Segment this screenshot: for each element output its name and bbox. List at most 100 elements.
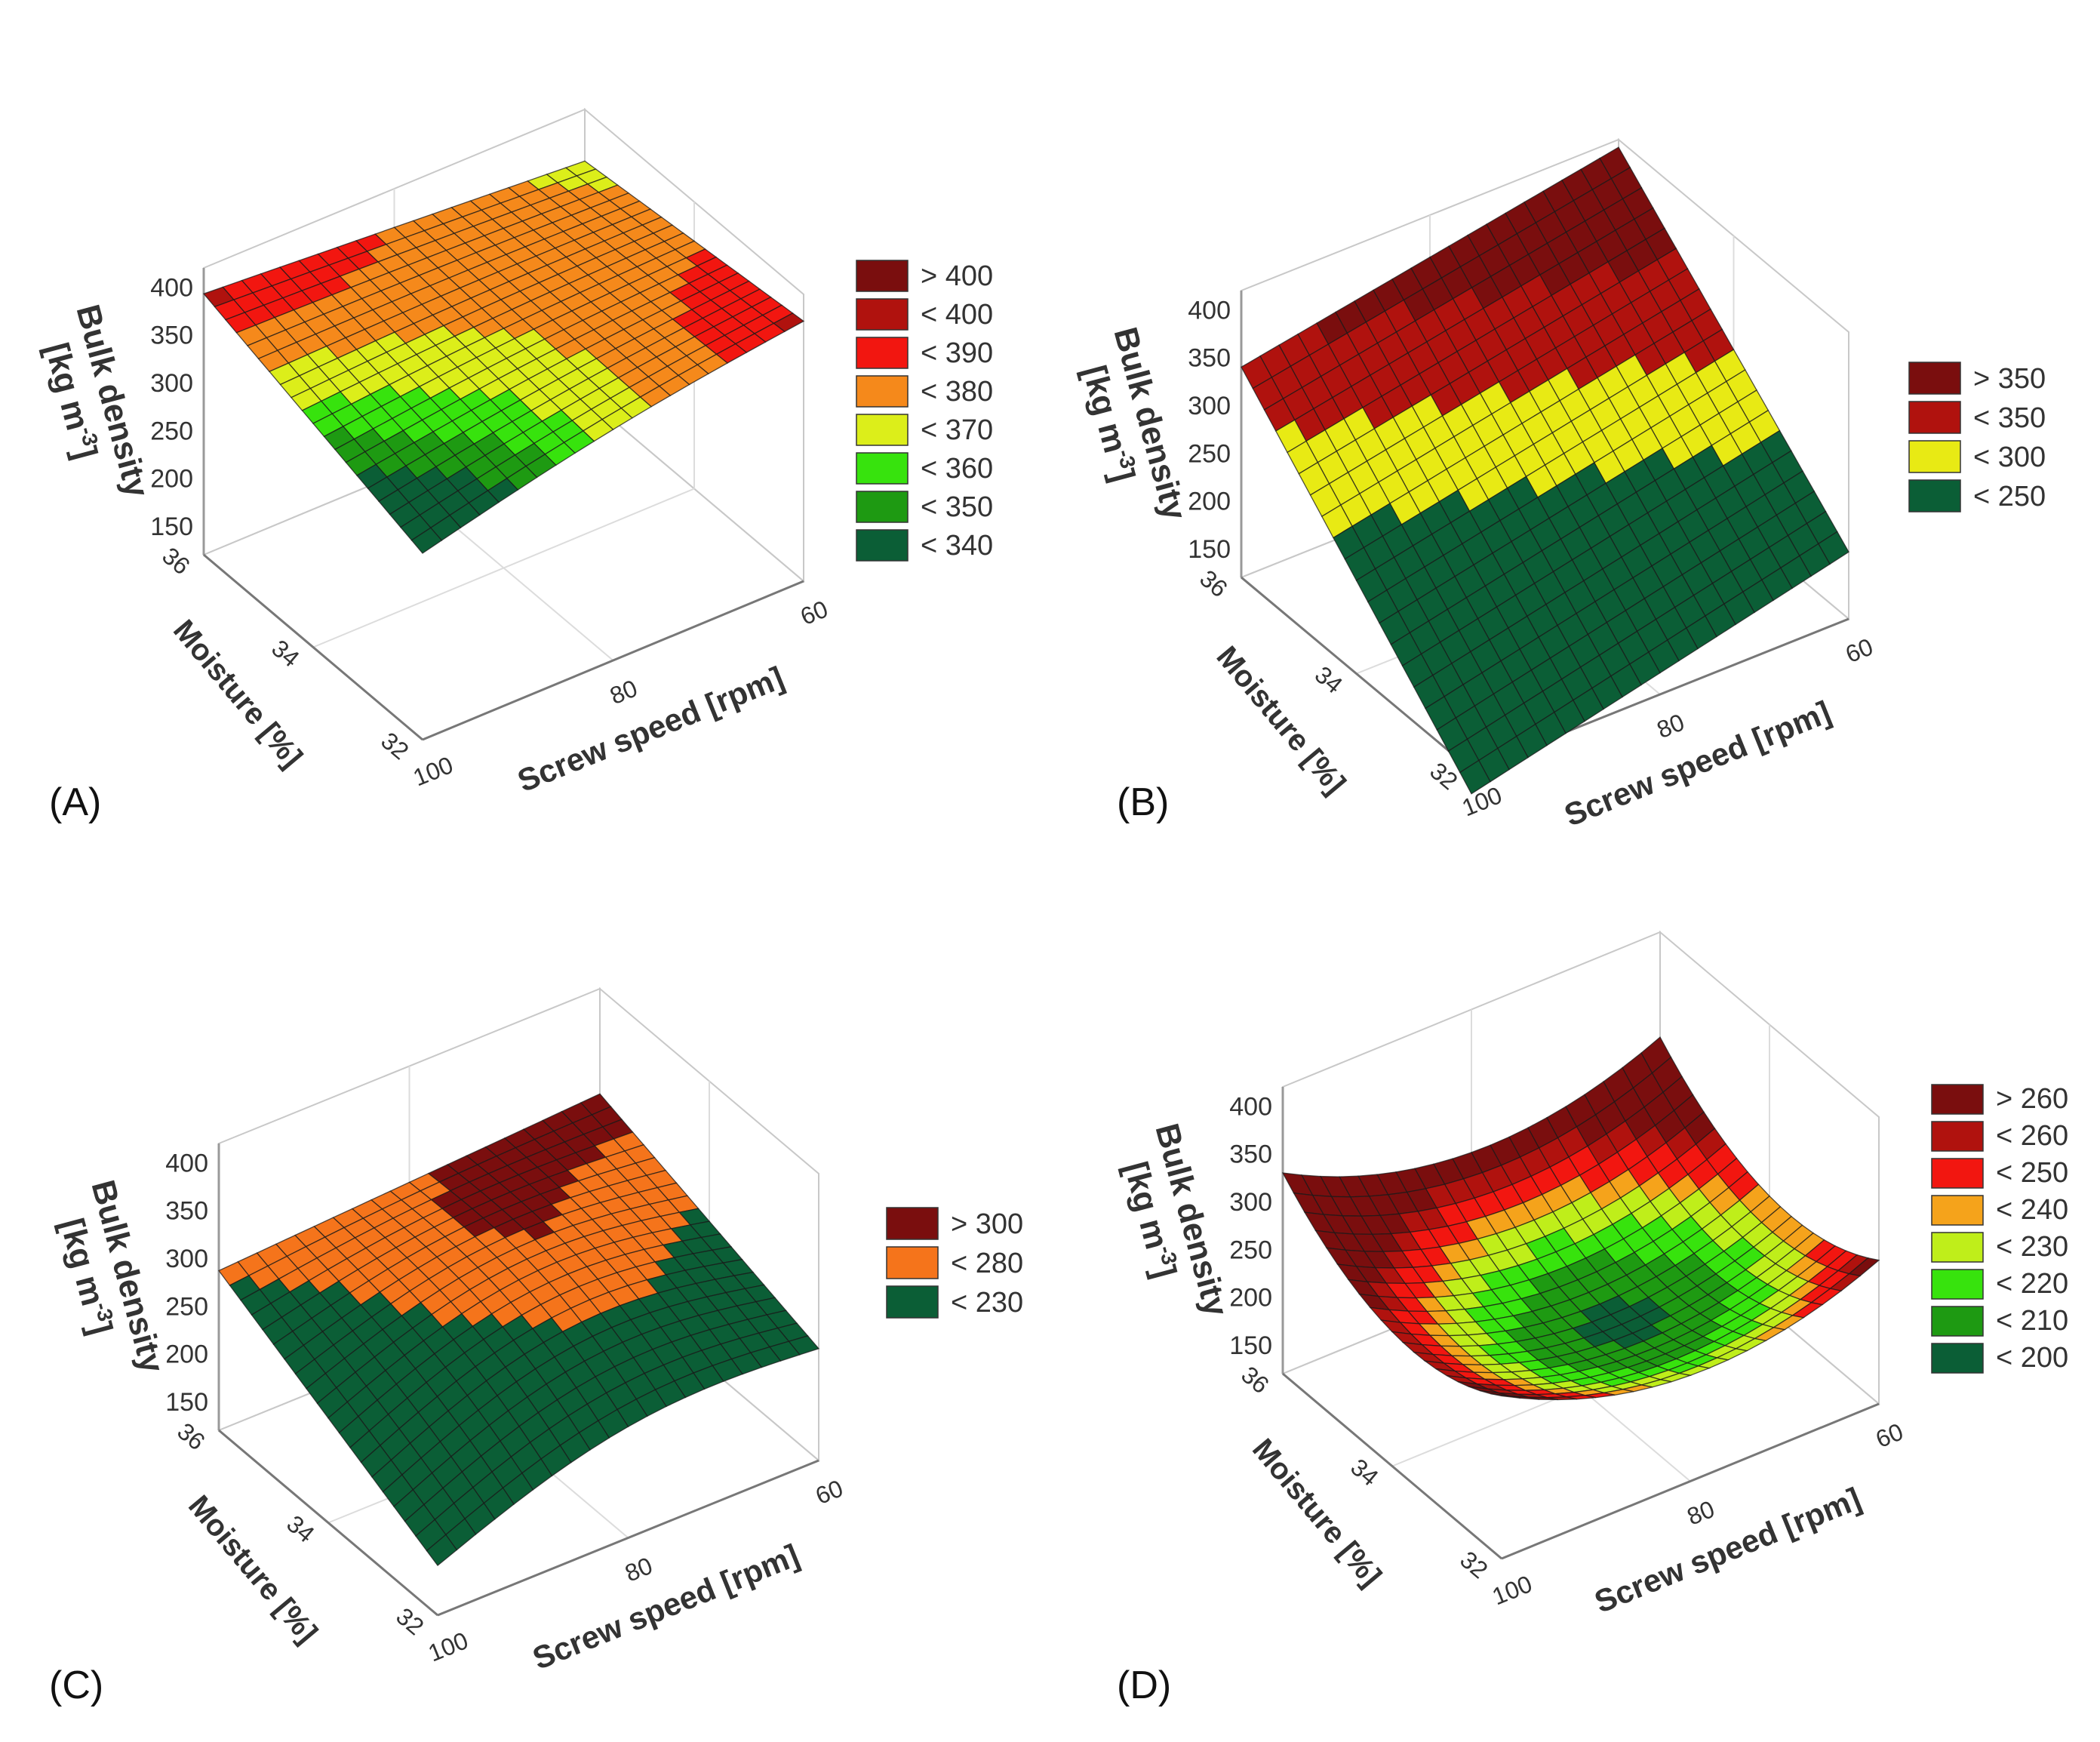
- x-tick-label: 60: [797, 595, 832, 630]
- x-axis-title: Screw speed [rpm]: [1590, 1481, 1866, 1620]
- legend-swatch: [1931, 1158, 1984, 1189]
- x-axis-title: Screw speed [rpm]: [527, 1537, 804, 1676]
- legend-label: > 300: [951, 1208, 1023, 1240]
- legend-label: < 390: [921, 337, 993, 369]
- y-tick-label: 36: [172, 1417, 210, 1455]
- y-axis-line: [1282, 1372, 1502, 1560]
- z-tick-label: 150: [1229, 1331, 1272, 1360]
- legend-label: < 380: [921, 376, 993, 408]
- panel-label: (D): [1117, 1664, 1171, 1707]
- legend-label: < 230: [951, 1287, 1023, 1319]
- y-axis-line: [218, 1429, 438, 1617]
- x-axis-title: Screw speed [rpm]: [1560, 694, 1836, 833]
- panel-label: (C): [49, 1664, 103, 1707]
- legend-label: < 350: [1973, 402, 2046, 434]
- legend-swatch: [856, 298, 909, 331]
- z-tick-label: 400: [1229, 1092, 1272, 1121]
- legend-label: < 200: [1996, 1342, 2068, 1374]
- surface-cell: [410, 527, 443, 554]
- surface-mesh: [202, 160, 805, 554]
- z-tick-label: 250: [150, 417, 193, 445]
- legend-swatch: [1908, 440, 1961, 473]
- y-tick-label: 34: [1345, 1453, 1383, 1491]
- legend-label: > 350: [1973, 363, 2046, 395]
- legend-swatch: [1931, 1195, 1984, 1226]
- legend-label: < 350: [921, 491, 993, 523]
- x-axis-line: [437, 1459, 819, 1617]
- x-tick-label: 60: [812, 1474, 847, 1510]
- legend-swatch: [1931, 1306, 1984, 1337]
- legend-swatch: [856, 414, 909, 446]
- y-tick-label: 32: [1455, 1546, 1493, 1583]
- x-tick-label: 100: [1458, 781, 1505, 821]
- legend-swatch: [1908, 479, 1961, 512]
- legend-label: < 210: [1996, 1305, 2068, 1337]
- y-axis-line: [1241, 576, 1472, 771]
- legend-swatch: [856, 452, 909, 485]
- z-tick-label: 200: [165, 1340, 208, 1369]
- legend-swatch: [856, 491, 909, 523]
- legend-label: < 280: [951, 1248, 1023, 1279]
- z-tick-label: 200: [150, 465, 193, 494]
- legend-label: < 250: [1973, 481, 2046, 512]
- y-axis-line: [203, 553, 423, 741]
- z-tick-label: 250: [1229, 1236, 1272, 1264]
- panel-label: (A): [49, 780, 101, 824]
- legend-swatch: [856, 375, 909, 408]
- legend-swatch: [856, 260, 909, 292]
- z-tick-label: 400: [165, 1149, 208, 1177]
- y-tick-label: 36: [157, 542, 195, 580]
- legend-label: < 300: [1973, 442, 2046, 473]
- z-tick-label: 150: [150, 512, 193, 541]
- y-tick-label: 34: [1310, 660, 1348, 698]
- legend-swatch: [1931, 1121, 1984, 1152]
- x-axis-title: Screw speed [rpm]: [512, 660, 789, 799]
- surface-cell: [1459, 759, 1491, 795]
- legend: > 350 < 350 < 300 < 250: [1908, 362, 2046, 512]
- legend-swatch: [856, 337, 909, 369]
- legend-swatch: [886, 1285, 939, 1319]
- z-tick-label: 350: [150, 322, 193, 350]
- legend: > 260 < 260 < 250 < 240 < 230 < 220 < 210 < 200: [1931, 1083, 2068, 1374]
- legend-label: > 260: [1996, 1083, 2068, 1115]
- y-tick-label: 34: [281, 1510, 319, 1547]
- z-tick-label: 150: [1188, 535, 1231, 564]
- legend-label: < 400: [921, 299, 993, 331]
- panel-label: (B): [1117, 780, 1169, 824]
- x-tick-label: 80: [606, 674, 641, 709]
- y-tick-label: 32: [391, 1602, 429, 1640]
- x-tick-label: 80: [1653, 708, 1688, 743]
- legend-label: < 260: [1996, 1120, 2068, 1152]
- legend-swatch: [886, 1207, 939, 1240]
- legend-label: < 360: [921, 453, 993, 485]
- legend-swatch: [1931, 1343, 1984, 1374]
- legend-label: < 240: [1996, 1194, 2068, 1226]
- x-tick-label: 60: [1872, 1417, 1907, 1453]
- z-tick-label: 300: [165, 1245, 208, 1273]
- box-side-wall: [584, 107, 804, 583]
- legend-swatch: [1931, 1084, 1984, 1115]
- legend-label: > 400: [921, 260, 993, 292]
- x-tick-label: 100: [424, 1627, 472, 1667]
- x-tick-label: 80: [1683, 1495, 1718, 1531]
- z-tick-label: 400: [1188, 296, 1231, 325]
- legend-label: < 250: [1996, 1157, 2068, 1189]
- z-tick-label: 250: [1188, 439, 1231, 468]
- y-tick-label: 36: [1195, 565, 1232, 602]
- surface-mesh: [1281, 1036, 1880, 1401]
- z-tick-label: 250: [165, 1292, 208, 1321]
- legend-swatch: [856, 529, 909, 562]
- z-tick-label: 350: [165, 1197, 208, 1226]
- surface-mesh: [218, 1093, 820, 1567]
- y-tick-label: 34: [266, 634, 304, 672]
- legend-swatch: [1931, 1269, 1984, 1300]
- legend-label: < 220: [1996, 1268, 2068, 1300]
- legend-label: < 340: [921, 530, 993, 562]
- y-tick-label: 36: [1236, 1361, 1274, 1399]
- z-tick-label: 350: [1188, 344, 1231, 373]
- z-tick-label: 200: [1188, 488, 1231, 516]
